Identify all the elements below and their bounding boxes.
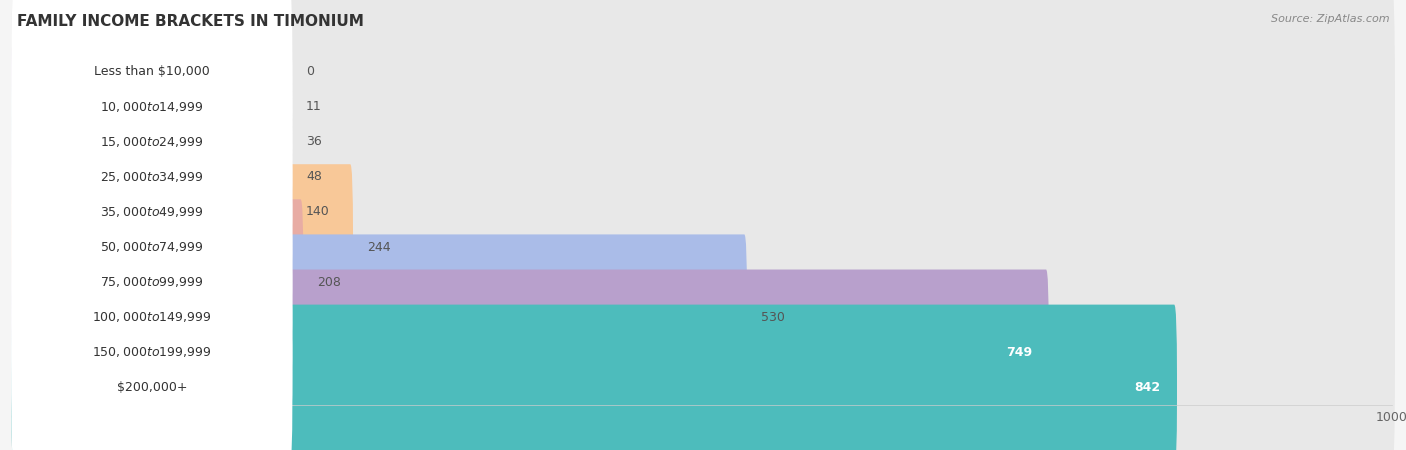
FancyBboxPatch shape: [11, 271, 292, 434]
Text: $75,000 to $99,999: $75,000 to $99,999: [100, 275, 204, 289]
FancyBboxPatch shape: [11, 305, 1177, 450]
FancyBboxPatch shape: [11, 59, 1395, 225]
Text: FAMILY INCOME BRACKETS IN TIMONIUM: FAMILY INCOME BRACKETS IN TIMONIUM: [17, 14, 364, 28]
Text: Less than $10,000: Less than $10,000: [94, 65, 209, 78]
FancyBboxPatch shape: [11, 60, 292, 223]
Text: 48: 48: [307, 171, 322, 183]
Text: $15,000 to $24,999: $15,000 to $24,999: [100, 135, 204, 149]
Text: $50,000 to $74,999: $50,000 to $74,999: [100, 240, 204, 254]
Text: 0: 0: [307, 65, 314, 78]
FancyBboxPatch shape: [11, 94, 83, 260]
FancyBboxPatch shape: [11, 164, 1395, 330]
FancyBboxPatch shape: [11, 164, 353, 330]
FancyBboxPatch shape: [11, 270, 1049, 435]
FancyBboxPatch shape: [11, 199, 304, 365]
FancyBboxPatch shape: [11, 95, 292, 258]
Text: 36: 36: [307, 135, 322, 148]
FancyBboxPatch shape: [11, 270, 1395, 435]
FancyBboxPatch shape: [11, 199, 1395, 365]
Text: $200,000+: $200,000+: [117, 381, 187, 394]
Text: $25,000 to $34,999: $25,000 to $34,999: [100, 170, 204, 184]
Text: 749: 749: [1007, 346, 1032, 359]
Text: 11: 11: [307, 100, 322, 113]
Text: $10,000 to $14,999: $10,000 to $14,999: [100, 99, 204, 114]
Text: 530: 530: [761, 311, 785, 324]
FancyBboxPatch shape: [11, 234, 747, 400]
Text: $100,000 to $149,999: $100,000 to $149,999: [93, 310, 211, 324]
FancyBboxPatch shape: [11, 306, 292, 450]
Text: 208: 208: [318, 276, 342, 288]
FancyBboxPatch shape: [11, 201, 292, 364]
Text: Source: ZipAtlas.com: Source: ZipAtlas.com: [1271, 14, 1389, 23]
FancyBboxPatch shape: [11, 305, 1395, 450]
FancyBboxPatch shape: [11, 59, 66, 225]
FancyBboxPatch shape: [11, 0, 292, 153]
Text: $35,000 to $49,999: $35,000 to $49,999: [100, 205, 204, 219]
FancyBboxPatch shape: [11, 24, 1395, 189]
FancyBboxPatch shape: [11, 130, 292, 293]
FancyBboxPatch shape: [11, 129, 209, 295]
FancyBboxPatch shape: [11, 166, 292, 328]
FancyBboxPatch shape: [11, 234, 1395, 400]
FancyBboxPatch shape: [11, 25, 292, 188]
FancyBboxPatch shape: [11, 94, 1395, 260]
FancyBboxPatch shape: [11, 236, 292, 399]
Text: $150,000 to $199,999: $150,000 to $199,999: [93, 345, 211, 360]
FancyBboxPatch shape: [11, 129, 1395, 295]
Text: 140: 140: [307, 206, 330, 218]
FancyBboxPatch shape: [11, 0, 1395, 154]
Text: 842: 842: [1135, 381, 1160, 394]
Text: 244: 244: [367, 241, 391, 253]
FancyBboxPatch shape: [11, 24, 32, 189]
